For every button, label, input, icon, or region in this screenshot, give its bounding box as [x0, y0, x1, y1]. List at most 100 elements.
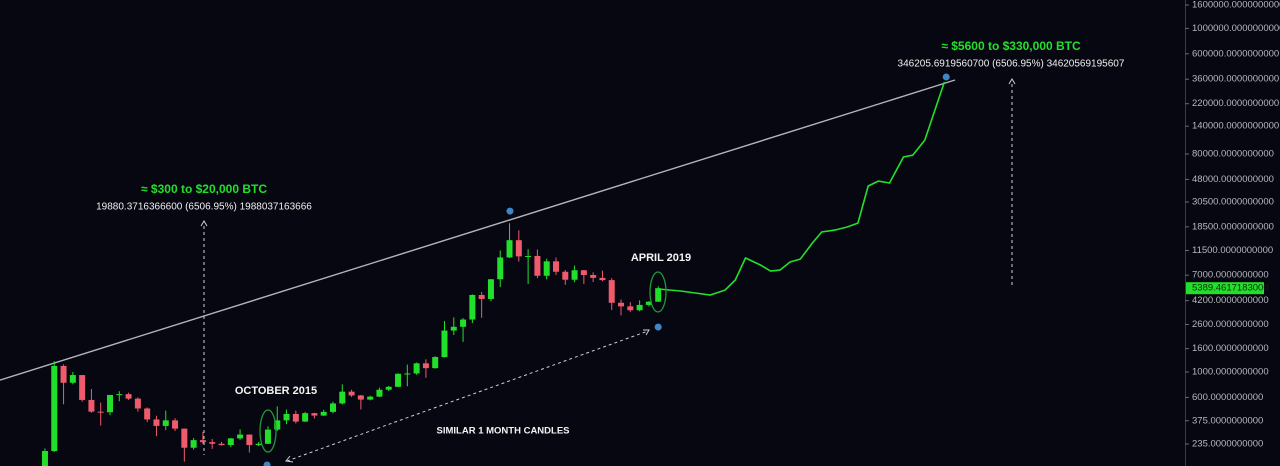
arrow-head [643, 329, 650, 336]
candle-body [162, 420, 169, 426]
y-tick-label: 48000.0000000000 [1192, 174, 1274, 185]
candle-body [172, 420, 179, 429]
candle-body [497, 257, 504, 280]
candle-body [562, 271, 569, 280]
candle-body [515, 240, 522, 257]
measure-arrows [200, 78, 1016, 463]
annotation: 346205.6919560700 (6506.95%) 34620569195… [898, 59, 1125, 70]
annotation: APRIL 2019 [631, 252, 691, 264]
candle-body [487, 279, 494, 299]
annotation: ≈ $300 to $20,000 BTC [141, 182, 267, 196]
marker-dot [654, 323, 662, 331]
candle-body [478, 295, 485, 299]
candle-body [292, 413, 299, 422]
candle-body [329, 403, 336, 412]
annotation: SIMILAR 1 MONTH CANDLES [437, 426, 570, 437]
candle-body [246, 434, 253, 446]
marker-dot [263, 461, 271, 466]
y-tick-label: 600000.0000000000 [1192, 48, 1279, 59]
candle-body [125, 394, 132, 399]
y-tick-label: 7000.0000000000 [1192, 270, 1269, 281]
plot-area [0, 73, 956, 466]
candle-body [153, 419, 160, 426]
annotation: OCTOBER 2015 [235, 385, 317, 397]
arrow-head [285, 455, 294, 463]
candle-body [618, 302, 625, 307]
y-tick-label: 1000000.0000000000 [1192, 23, 1280, 34]
candle-body [422, 363, 429, 369]
candle-body [590, 274, 597, 278]
candle-body [460, 319, 467, 327]
candle-body [107, 394, 114, 413]
candle-body [190, 440, 197, 448]
candle-body [552, 261, 559, 272]
last-price-label: 5389.4617183000 [1192, 283, 1269, 294]
candle-body [450, 326, 457, 331]
candle-body [51, 365, 58, 452]
candle-body [367, 396, 374, 400]
y-tick-label: 360000.0000000000 [1192, 74, 1279, 85]
y-tick-label: 30500.0000000000 [1192, 196, 1274, 207]
highlight-ellipse [649, 271, 667, 313]
candle-body [41, 451, 48, 466]
y-tick-label: 11500.0000000000 [1192, 245, 1273, 256]
candle-body [302, 413, 309, 422]
candle-body [255, 443, 262, 446]
candle-body [469, 295, 476, 320]
candle-body [209, 442, 216, 444]
candle-body [534, 255, 541, 276]
candle-body [636, 304, 643, 311]
candle-body [339, 391, 346, 404]
forecast-line [658, 81, 946, 296]
candle-body [60, 365, 67, 383]
trend-line [0, 79, 956, 381]
candle-body [645, 301, 652, 305]
candle-body [274, 420, 281, 430]
candle-body [97, 411, 104, 413]
candle-body [144, 408, 151, 420]
arrow-head [1008, 78, 1016, 85]
candle-body [181, 428, 188, 448]
candle-body [627, 306, 634, 311]
candle-body [227, 438, 234, 446]
y-tick-label: 1600.0000000000 [1192, 343, 1269, 354]
candle-body [357, 395, 364, 400]
y-tick-label: 220000.0000000000 [1192, 98, 1279, 109]
candle-body [413, 363, 420, 374]
candle-body [404, 373, 411, 375]
candle-body [543, 261, 550, 276]
y-tick-label: 18500.0000000000 [1192, 221, 1274, 232]
candle-body [264, 429, 271, 444]
candle-body [69, 375, 76, 383]
candle-body [571, 270, 578, 280]
y-tick-label: 140000.0000000000 [1192, 121, 1279, 132]
candle-body [441, 330, 448, 358]
candle-body [237, 434, 244, 439]
y-tick-label: 375.0000000000 [1192, 415, 1263, 426]
y-tick-label: 2600.0000000000 [1192, 319, 1269, 330]
candle-body [218, 443, 225, 446]
candle-body [311, 413, 318, 416]
y-tick-label: 1000.0000000000 [1192, 366, 1269, 377]
y-tick-label: 235.0000000000 [1192, 439, 1263, 450]
y-tick-label: 80000.0000000000 [1192, 149, 1274, 160]
candle-body [79, 375, 86, 400]
candle-body [599, 277, 606, 281]
price-axis: 1600000.0000000000 1000000.0000000000 6000… [1185, 0, 1280, 466]
candle-body [525, 255, 532, 257]
candle-body [506, 240, 513, 258]
candle-body [580, 270, 587, 275]
candle-body [199, 440, 206, 443]
similar-arrow [286, 330, 649, 462]
marker-dot [506, 207, 514, 215]
highlight-ellipse [259, 409, 277, 453]
candle-body [116, 394, 123, 396]
candle-body [432, 357, 439, 369]
y-tick-label: 4200.0000000000 [1192, 295, 1269, 306]
annotation: ≈ $5600 to $330,000 BTC [941, 39, 1081, 53]
marker-dot [942, 73, 950, 81]
candle-body [283, 413, 290, 421]
arrow-head [200, 220, 208, 227]
candle-body [88, 399, 95, 412]
